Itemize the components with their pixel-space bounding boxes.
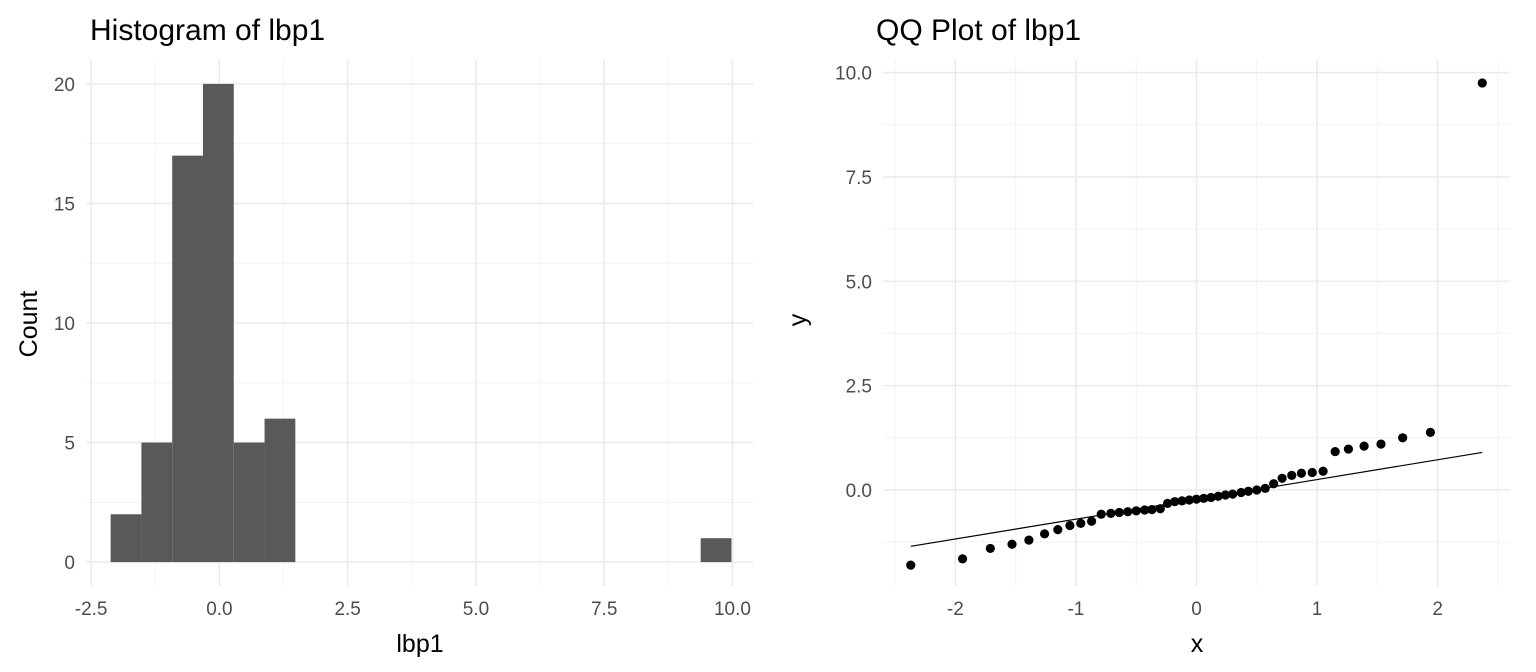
qq-point [1376, 439, 1386, 449]
histogram-bar [110, 514, 142, 563]
y-tick-label: 7.5 [846, 168, 872, 189]
qq-point [1123, 507, 1133, 517]
qq-point [1114, 507, 1124, 518]
qq-point [1147, 505, 1157, 515]
x-tick-label: -2.5 [75, 599, 108, 620]
qq-point [1236, 487, 1246, 498]
y-tick-label: 0.0 [846, 481, 872, 502]
y-tick-label: 10.0 [835, 64, 872, 85]
y-tick-label: 5 [64, 434, 75, 455]
qq-point [1213, 491, 1223, 501]
qq-point [1065, 520, 1075, 531]
qq-point [1477, 78, 1487, 88]
histogram-bar [141, 442, 173, 563]
qq-point [1330, 446, 1340, 457]
y-tick-label: 15 [54, 194, 75, 215]
y-tick-label: 0 [64, 553, 75, 574]
qq-point [1206, 492, 1216, 503]
x-tick-label: 0.0 [206, 599, 232, 620]
y-tick-label: 5.0 [846, 272, 872, 293]
histogram-bar [202, 83, 234, 563]
histogram-x-axis-title: lbp1 [396, 630, 443, 658]
x-tick-label: 5.0 [463, 599, 489, 620]
qq-point [1287, 470, 1297, 480]
histogram-bars [110, 83, 732, 563]
histogram-bar [264, 418, 296, 563]
x-tick-label: 7.5 [591, 599, 617, 620]
qq-point [1170, 497, 1180, 507]
x-tick-label: 2 [1432, 599, 1443, 620]
qq-x-tick-labels: -2 -1 0 1 2 [947, 599, 1443, 620]
qq-point [1131, 506, 1141, 516]
x-tick-label: 10.0 [714, 599, 751, 620]
qq-point [1252, 485, 1262, 495]
histogram-x-tick-labels: -2.5 0.0 2.5 5.0 7.5 10.0 [75, 599, 751, 620]
qq-point [1024, 535, 1034, 545]
qq-plot-panel: -2 -1 0 1 2 0.0 2.5 5.0 7.5 10.0 QQ Plot of lbp1… [784, 14, 1510, 658]
qq-point [1086, 516, 1097, 526]
qq-y-tick-labels: 0.0 2.5 5.0 7.5 10.0 [835, 64, 872, 502]
qq-title: QQ Plot of lbp1 [876, 14, 1081, 47]
qq-point [1140, 505, 1150, 515]
x-tick-label: 2.5 [334, 599, 360, 620]
qq-point [906, 560, 916, 570]
y-tick-label: 20 [54, 75, 75, 96]
qq-points [906, 78, 1487, 570]
x-tick-label: 0 [1191, 599, 1202, 620]
qq-point [1296, 468, 1307, 478]
qq-point [1007, 539, 1017, 549]
histogram-panel: -2.5 0.0 2.5 5.0 7.5 10.0 0 5 10 15 20 Histogram … [15, 14, 753, 658]
qq-point [957, 554, 968, 564]
qq-point [1243, 486, 1253, 496]
qq-point [1184, 495, 1194, 505]
qq-x-axis-title: x [1191, 630, 1204, 658]
qq-point [1220, 490, 1231, 500]
qq-point [1425, 427, 1436, 437]
qq-point [1228, 489, 1238, 499]
histogram-bar [233, 442, 265, 563]
qq-point [1155, 504, 1165, 514]
qq-point [1318, 466, 1328, 476]
qq-point [985, 543, 995, 554]
qq-point [1162, 498, 1173, 508]
qq-point [1277, 473, 1287, 483]
x-tick-label: 1 [1312, 599, 1323, 620]
histogram-bar [700, 538, 732, 563]
qq-point [1307, 467, 1317, 478]
qq-y-axis-title: y [784, 313, 812, 326]
qq-point [1398, 433, 1408, 443]
qq-point [1260, 483, 1270, 493]
qq-point [1053, 525, 1063, 535]
qq-point [1191, 494, 1202, 504]
qq-point [1076, 518, 1086, 528]
histogram-y-tick-labels: 0 5 10 15 20 [54, 75, 75, 574]
qq-point [1343, 444, 1354, 454]
histogram-title: Histogram of lbp1 [90, 14, 325, 47]
qq-point [1039, 529, 1050, 539]
qq-grid [883, 60, 1510, 586]
qq-point [1199, 493, 1209, 503]
x-tick-label: -1 [1067, 599, 1084, 620]
y-tick-label: 10 [54, 314, 75, 335]
x-tick-label: -2 [947, 599, 964, 620]
qq-point [1359, 441, 1369, 451]
qq-point [1106, 508, 1116, 518]
histogram-y-axis-title: Count [15, 291, 43, 358]
qq-point [1177, 496, 1187, 506]
y-tick-label: 2.5 [846, 377, 872, 398]
histogram-bar [172, 155, 203, 563]
qq-point [1096, 509, 1106, 519]
qq-point [1269, 479, 1279, 489]
